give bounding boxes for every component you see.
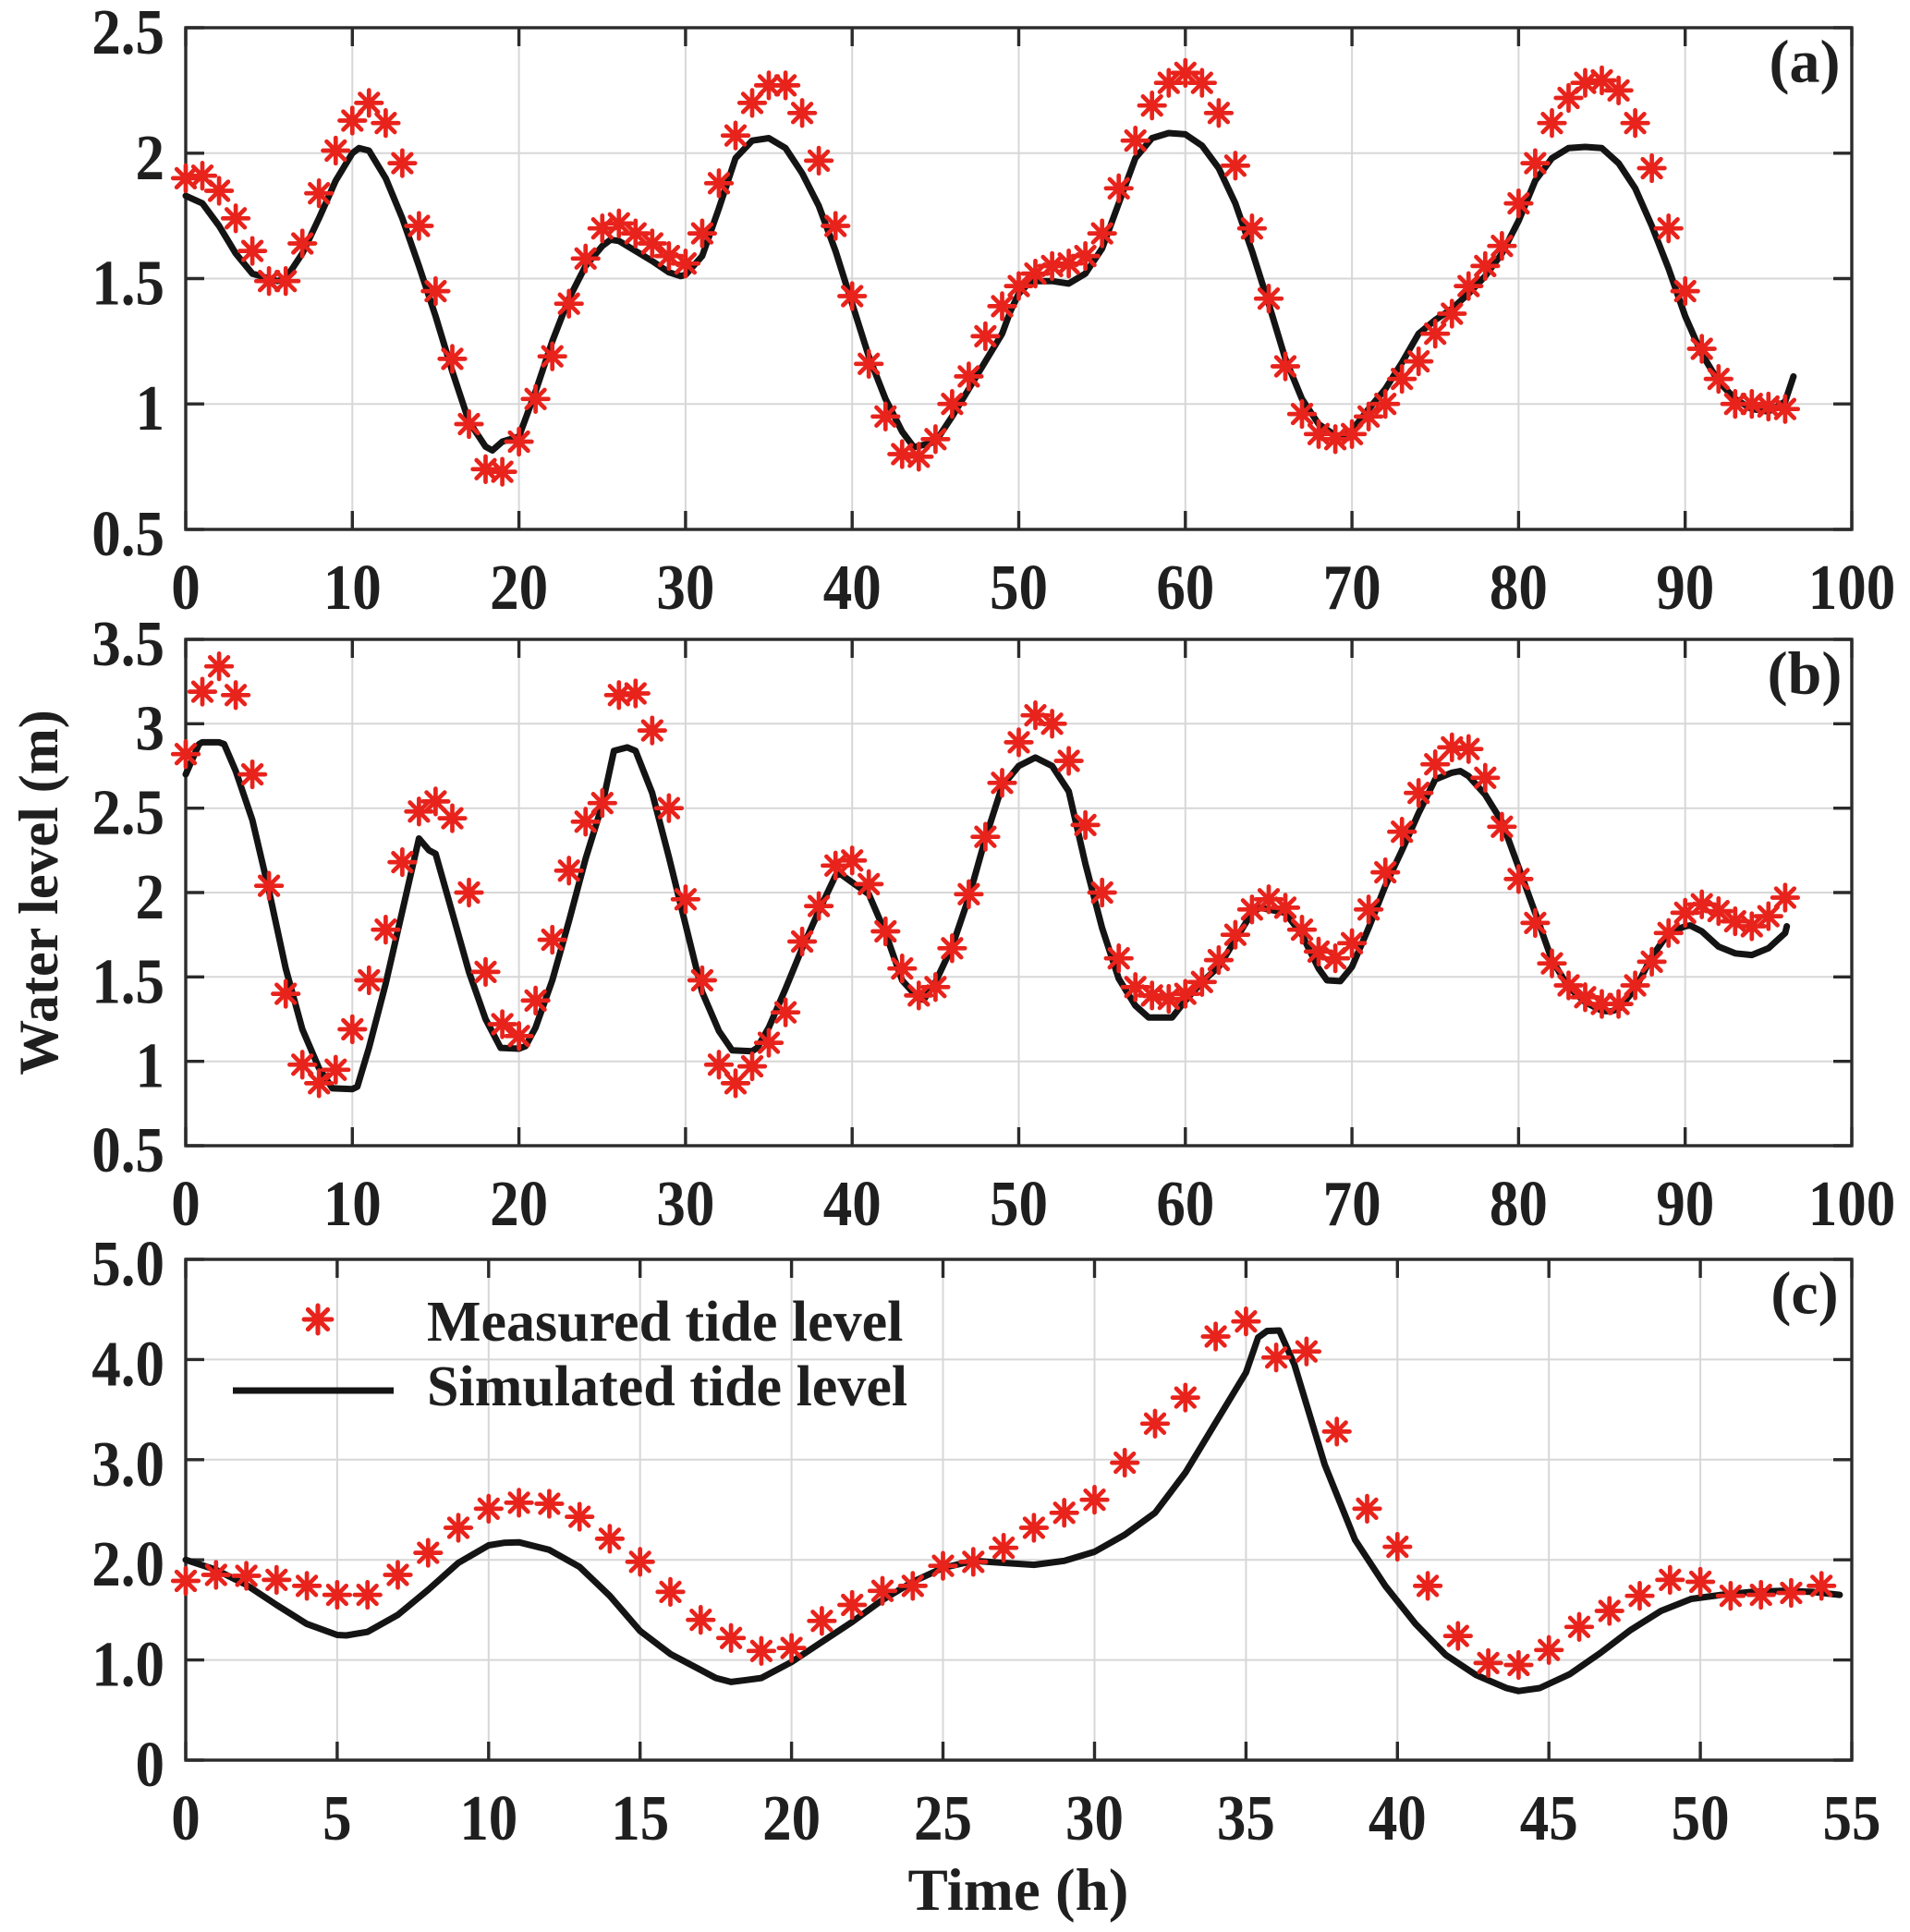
svg-text:Time (h): Time (h) xyxy=(908,1857,1129,1924)
svg-text:40: 40 xyxy=(823,1169,882,1240)
svg-text:Measured tide level: Measured tide level xyxy=(427,1291,903,1354)
svg-text:5: 5 xyxy=(322,1783,352,1854)
svg-text:3: 3 xyxy=(135,693,164,764)
svg-text:0: 0 xyxy=(135,1730,164,1801)
svg-text:10: 10 xyxy=(323,553,382,624)
svg-text:0: 0 xyxy=(171,1169,201,1240)
svg-text:15: 15 xyxy=(611,1783,669,1854)
svg-text:100: 100 xyxy=(1808,553,1895,624)
svg-text:80: 80 xyxy=(1490,553,1548,624)
svg-text:20: 20 xyxy=(490,1169,548,1240)
svg-text:70: 70 xyxy=(1323,1169,1381,1240)
svg-text:0: 0 xyxy=(171,1783,201,1854)
svg-text:50: 50 xyxy=(1672,1783,1730,1854)
svg-text:90: 90 xyxy=(1656,1169,1714,1240)
svg-text:1.5: 1.5 xyxy=(91,946,164,1017)
svg-text:Simulated tide level: Simulated tide level xyxy=(427,1355,907,1418)
svg-text:55: 55 xyxy=(1823,1783,1881,1854)
svg-text:0.5: 0.5 xyxy=(91,499,164,570)
svg-text:1: 1 xyxy=(135,1031,164,1102)
svg-text:0.5: 0.5 xyxy=(91,1115,164,1186)
svg-text:2: 2 xyxy=(135,862,164,933)
svg-text:70: 70 xyxy=(1323,553,1381,624)
svg-text:(c): (c) xyxy=(1770,1260,1838,1328)
svg-text:25: 25 xyxy=(914,1783,972,1854)
svg-text:30: 30 xyxy=(1065,1783,1124,1854)
svg-text:0: 0 xyxy=(171,553,201,624)
svg-text:(b): (b) xyxy=(1768,640,1843,708)
svg-text:90: 90 xyxy=(1656,553,1714,624)
svg-text:35: 35 xyxy=(1217,1783,1275,1854)
svg-text:10: 10 xyxy=(323,1169,382,1240)
svg-text:(a): (a) xyxy=(1770,29,1841,96)
svg-text:40: 40 xyxy=(1369,1783,1427,1854)
svg-text:5.0: 5.0 xyxy=(91,1229,164,1300)
svg-text:1.5: 1.5 xyxy=(91,249,164,320)
svg-text:100: 100 xyxy=(1808,1169,1895,1240)
svg-text:20: 20 xyxy=(490,553,548,624)
svg-text:10: 10 xyxy=(459,1783,517,1854)
svg-text:2.5: 2.5 xyxy=(91,778,164,849)
svg-text:30: 30 xyxy=(656,1169,714,1240)
svg-text:60: 60 xyxy=(1156,1169,1214,1240)
svg-text:2.5: 2.5 xyxy=(91,0,164,68)
svg-text:60: 60 xyxy=(1156,553,1214,624)
svg-text:2: 2 xyxy=(135,123,164,194)
svg-text:40: 40 xyxy=(823,553,882,624)
svg-text:80: 80 xyxy=(1490,1169,1548,1240)
svg-text:50: 50 xyxy=(990,553,1048,624)
svg-text:20: 20 xyxy=(762,1783,821,1854)
svg-text:45: 45 xyxy=(1520,1783,1578,1854)
svg-text:1: 1 xyxy=(135,373,164,444)
svg-text:2.0: 2.0 xyxy=(91,1529,164,1600)
svg-text:3.0: 3.0 xyxy=(91,1429,164,1501)
svg-text:1.0: 1.0 xyxy=(91,1630,164,1701)
svg-text:Water level (m): Water level (m) xyxy=(8,710,69,1075)
svg-text:50: 50 xyxy=(990,1169,1048,1240)
svg-text:3.5: 3.5 xyxy=(91,609,164,680)
svg-text:30: 30 xyxy=(656,553,714,624)
svg-text:4.0: 4.0 xyxy=(91,1329,164,1400)
